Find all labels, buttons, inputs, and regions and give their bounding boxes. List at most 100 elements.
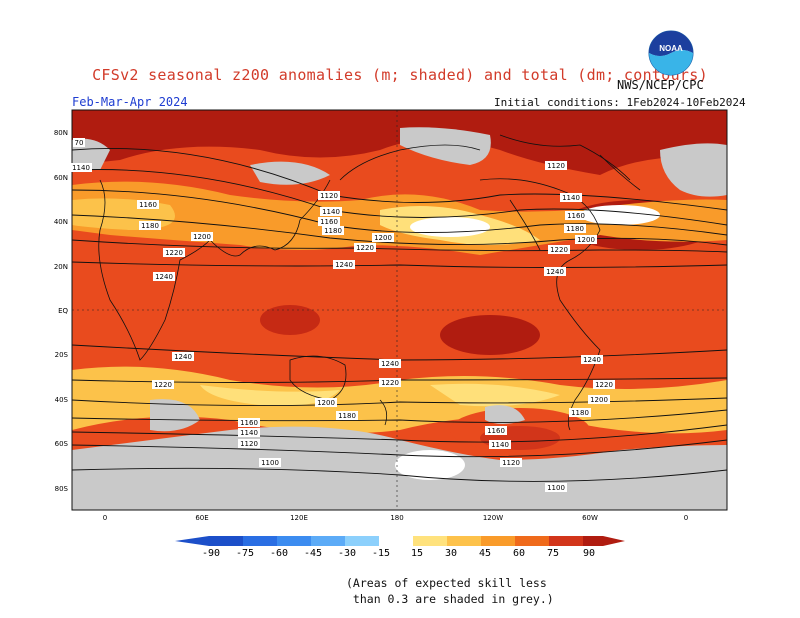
svg-text:1220: 1220 <box>595 381 613 389</box>
contour-label-1160: 1160 <box>318 217 340 226</box>
svg-text:1100: 1100 <box>547 484 565 492</box>
contour-label-1240: 1240 <box>581 355 603 364</box>
svg-text:1240: 1240 <box>583 356 601 364</box>
contour-label-1220: 1220 <box>593 380 615 389</box>
anom-15-south-indian <box>200 385 340 406</box>
longitude-labels: 0 60E 120E 180 120W 60W 0 <box>103 514 688 522</box>
colorbar-arrow-left <box>175 536 209 546</box>
contour-label-1200: 1200 <box>575 235 597 244</box>
contour-label-1240: 1240 <box>544 267 566 276</box>
shaded-field <box>72 110 727 510</box>
skill-footnote: (Areas of expected skill less than 0.3 a… <box>346 575 554 607</box>
svg-text:1200: 1200 <box>590 396 608 404</box>
svg-text:1120: 1120 <box>320 192 338 200</box>
colorbar-swatch <box>447 536 481 546</box>
contour-label-1200: 1200 <box>372 233 394 242</box>
contour-label-1160: 1160 <box>485 426 507 435</box>
contour-label-1220: 1220 <box>548 245 570 254</box>
svg-text:1220: 1220 <box>381 379 399 387</box>
svg-text:1160: 1160 <box>567 212 585 220</box>
graticule <box>72 110 727 510</box>
initial-conditions-label: Initial conditions: 1Feb2024-10Feb2024 <box>494 96 746 109</box>
svg-text:70: 70 <box>75 139 84 147</box>
svg-text:1180: 1180 <box>566 225 584 233</box>
contour-labels: 1140 1160 1180 1200 1220 1240 1120 1140 … <box>70 138 615 492</box>
svg-text:1140: 1140 <box>562 194 580 202</box>
anom-neutral-atlantic <box>580 205 660 225</box>
colorbar-swatch <box>311 536 345 546</box>
contour-label-1160: 1160 <box>565 211 587 220</box>
colorbar-tick: -30 <box>338 548 356 559</box>
contour-label-1180: 1180 <box>322 226 344 235</box>
svg-text:1220: 1220 <box>165 249 183 257</box>
lat-label: EQ <box>58 307 68 315</box>
colorbar: -90 -75 -60 -45 -30 -15 15 30 45 60 75 9… <box>175 536 625 559</box>
colorbar-swatch <box>209 536 243 546</box>
colorbar-swatch <box>549 536 583 546</box>
svg-text:1240: 1240 <box>155 273 173 281</box>
svg-text:1140: 1140 <box>240 429 258 437</box>
colorbar-swatch <box>481 536 515 546</box>
anom-neutral-pacific <box>410 217 490 237</box>
svg-text:1220: 1220 <box>356 244 374 252</box>
lat-label: 60N <box>54 174 68 182</box>
contour-label-1120: 1120 <box>500 458 522 467</box>
contour-label-1140: 1140 <box>70 163 92 172</box>
colorbar-tick: -90 <box>202 548 220 559</box>
contour-label-1220: 1220 <box>152 380 174 389</box>
svg-text:1180: 1180 <box>141 222 159 230</box>
lat-label: 80N <box>54 129 68 137</box>
lon-label: 120E <box>290 514 308 522</box>
colorbar-tick: 90 <box>583 548 595 559</box>
colorbar-tick: -75 <box>236 548 254 559</box>
contour-label-1100: 1100 <box>545 483 567 492</box>
svg-text:1180: 1180 <box>338 412 356 420</box>
contour-label-1200: 1200 <box>191 232 213 241</box>
colorbar-swatch <box>277 536 311 546</box>
lon-label: 120W <box>483 514 503 522</box>
svg-text:1240: 1240 <box>335 261 353 269</box>
figure-title: CFSv2 seasonal z200 anomalies (m; shaded… <box>92 66 708 84</box>
contour-label-1220: 1220 <box>354 243 376 252</box>
low-skill-arctic <box>400 127 491 165</box>
svg-text:1160: 1160 <box>487 427 505 435</box>
colorbar-tick: -45 <box>304 548 322 559</box>
noaa-logo: NOAA <box>648 30 694 76</box>
svg-text:1140: 1140 <box>322 208 340 216</box>
contour-label-1200: 1200 <box>315 398 337 407</box>
svg-text:1140: 1140 <box>491 441 509 449</box>
contour-label-corner: 70 <box>73 138 85 147</box>
colorbar-swatch <box>345 536 379 546</box>
contour-label-1200: 1200 <box>588 395 610 404</box>
contour-label-1180: 1180 <box>564 224 586 233</box>
colorbar-tick: -15 <box>372 548 390 559</box>
lat-label: 60S <box>55 440 69 448</box>
anom-75-tropics <box>260 305 320 335</box>
lon-label: 0 <box>103 514 107 522</box>
contour-label-1240: 1240 <box>153 272 175 281</box>
colorbar-tick: -60 <box>270 548 288 559</box>
logo-text: NOAA <box>659 44 683 53</box>
low-skill-indian <box>150 399 200 432</box>
svg-text:1120: 1120 <box>547 162 565 170</box>
svg-text:1160: 1160 <box>139 201 157 209</box>
svg-text:1240: 1240 <box>381 360 399 368</box>
season-label: Feb-Mar-Apr 2024 <box>72 95 188 109</box>
contour-label-1240: 1240 <box>333 260 355 269</box>
svg-text:1120: 1120 <box>502 459 520 467</box>
lat-label: 80S <box>55 485 69 493</box>
contour-label-1240: 1240 <box>379 359 401 368</box>
colorbar-swatch <box>379 536 413 546</box>
contour-label-1180: 1180 <box>139 221 161 230</box>
anom-90-north <box>72 110 727 175</box>
lat-label: 20N <box>54 263 68 271</box>
skill-footnote-line1: (Areas of expected skill less <box>346 576 547 590</box>
svg-text:1160: 1160 <box>320 218 338 226</box>
contour-label-1120: 1120 <box>238 439 260 448</box>
svg-text:1140: 1140 <box>72 164 90 172</box>
agency-label: NWS/NCEP/CPC <box>617 78 704 92</box>
colorbar-tick: 30 <box>445 548 457 559</box>
contour-label-1120: 1120 <box>318 191 340 200</box>
svg-text:1200: 1200 <box>317 399 335 407</box>
contour-label-1140: 1140 <box>238 428 260 437</box>
